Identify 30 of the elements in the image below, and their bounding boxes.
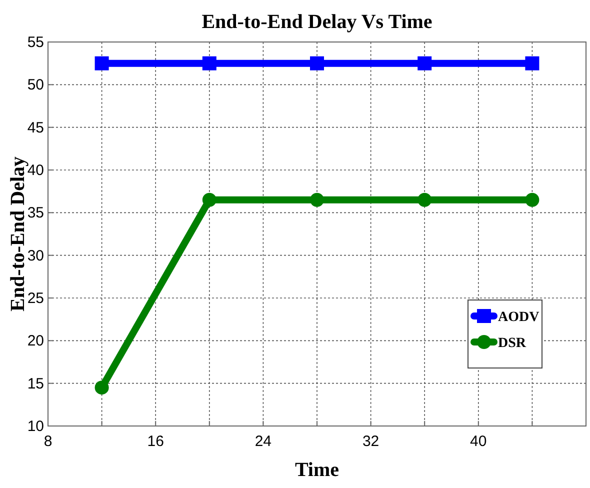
y-tick-label: 25 <box>27 290 44 307</box>
x-axis-title: Time <box>294 459 340 481</box>
x-tick-label: 8 <box>44 433 52 450</box>
y-tick-label: 55 <box>27 34 44 51</box>
point <box>525 56 540 70</box>
chart-title: End-to-End Delay Vs Time <box>202 11 432 33</box>
point <box>310 56 324 70</box>
legend-label: AODV <box>498 310 540 325</box>
y-axis-title: End-to-End Delay <box>7 156 29 312</box>
point <box>202 56 216 70</box>
x-tick-label: 32 <box>362 433 380 450</box>
y-tick-label: 45 <box>27 119 44 136</box>
y-tick-label: 30 <box>27 247 44 264</box>
point <box>525 192 540 207</box>
y-tick-label: 10 <box>27 418 44 435</box>
point <box>202 192 216 207</box>
y-tick-label: 50 <box>27 76 44 94</box>
point <box>418 192 432 207</box>
point <box>418 56 432 70</box>
point <box>94 380 109 395</box>
point <box>94 56 109 70</box>
x-tick-label: 24 <box>254 433 272 450</box>
y-tick-label: 40 <box>27 162 44 179</box>
y-tick-label: 35 <box>27 204 44 222</box>
y-tick-label: 20 <box>27 332 44 350</box>
point <box>310 192 324 207</box>
x-tick-label: 16 <box>147 433 164 450</box>
x-tick-label: 40 <box>470 433 487 450</box>
y-tick-label: 15 <box>27 375 44 392</box>
legend-label: DSR <box>498 336 527 351</box>
